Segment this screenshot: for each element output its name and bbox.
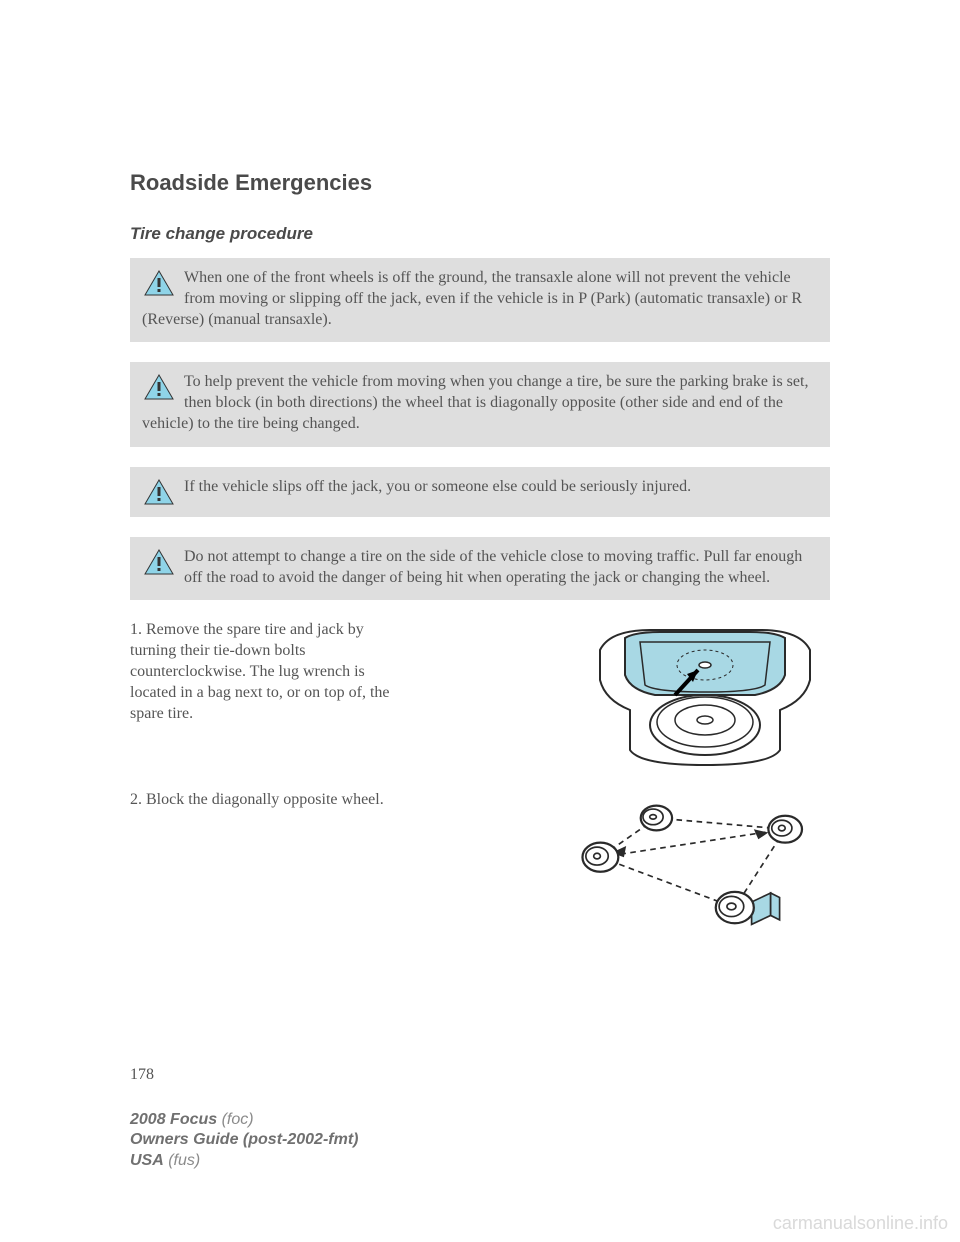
warning-text: To help prevent the vehicle from moving … (142, 373, 808, 432)
watermark: carmanualsonline.info (773, 1213, 948, 1234)
page-number: 178 (130, 1066, 830, 1084)
warning-triangle-icon (144, 374, 174, 400)
step-2: 2. Block the diagonally opposite wheel. (130, 790, 830, 936)
warning-triangle-icon (144, 549, 174, 575)
footer: 2008 Focus (foc) Owners Guide (post-2002… (130, 1110, 358, 1172)
warning-triangle-icon (144, 270, 174, 296)
warning-box: To help prevent the vehicle from moving … (130, 362, 830, 446)
footer-code: (foc) (217, 1111, 253, 1128)
step-1: 1. Remove the spare tire and jack by tur… (130, 620, 830, 770)
wheel-block-diagram (550, 790, 830, 936)
footer-model: 2008 Focus (130, 1111, 217, 1128)
footer-guide: Owners Guide (post-2002-fmt) (130, 1130, 358, 1151)
spare-tire-diagram (580, 620, 830, 770)
warning-box: Do not attempt to change a tire on the s… (130, 537, 830, 601)
footer-region: USA (130, 1152, 164, 1169)
warning-triangle-icon (144, 479, 174, 505)
step-text: 1. Remove the spare tire and jack by tur… (130, 620, 410, 724)
step-text: 2. Block the diagonally opposite wheel. (130, 790, 410, 811)
footer-region-code: (fus) (164, 1152, 200, 1169)
section-title: Roadside Emergencies (130, 170, 830, 196)
warning-text: When one of the front wheels is off the … (142, 269, 802, 328)
warning-box: When one of the front wheels is off the … (130, 258, 830, 342)
warning-box: If the vehicle slips off the jack, you o… (130, 467, 830, 517)
warning-text: Do not attempt to change a tire on the s… (184, 548, 802, 586)
sub-title: Tire change procedure (130, 224, 830, 244)
warning-text: If the vehicle slips off the jack, you o… (184, 478, 691, 495)
